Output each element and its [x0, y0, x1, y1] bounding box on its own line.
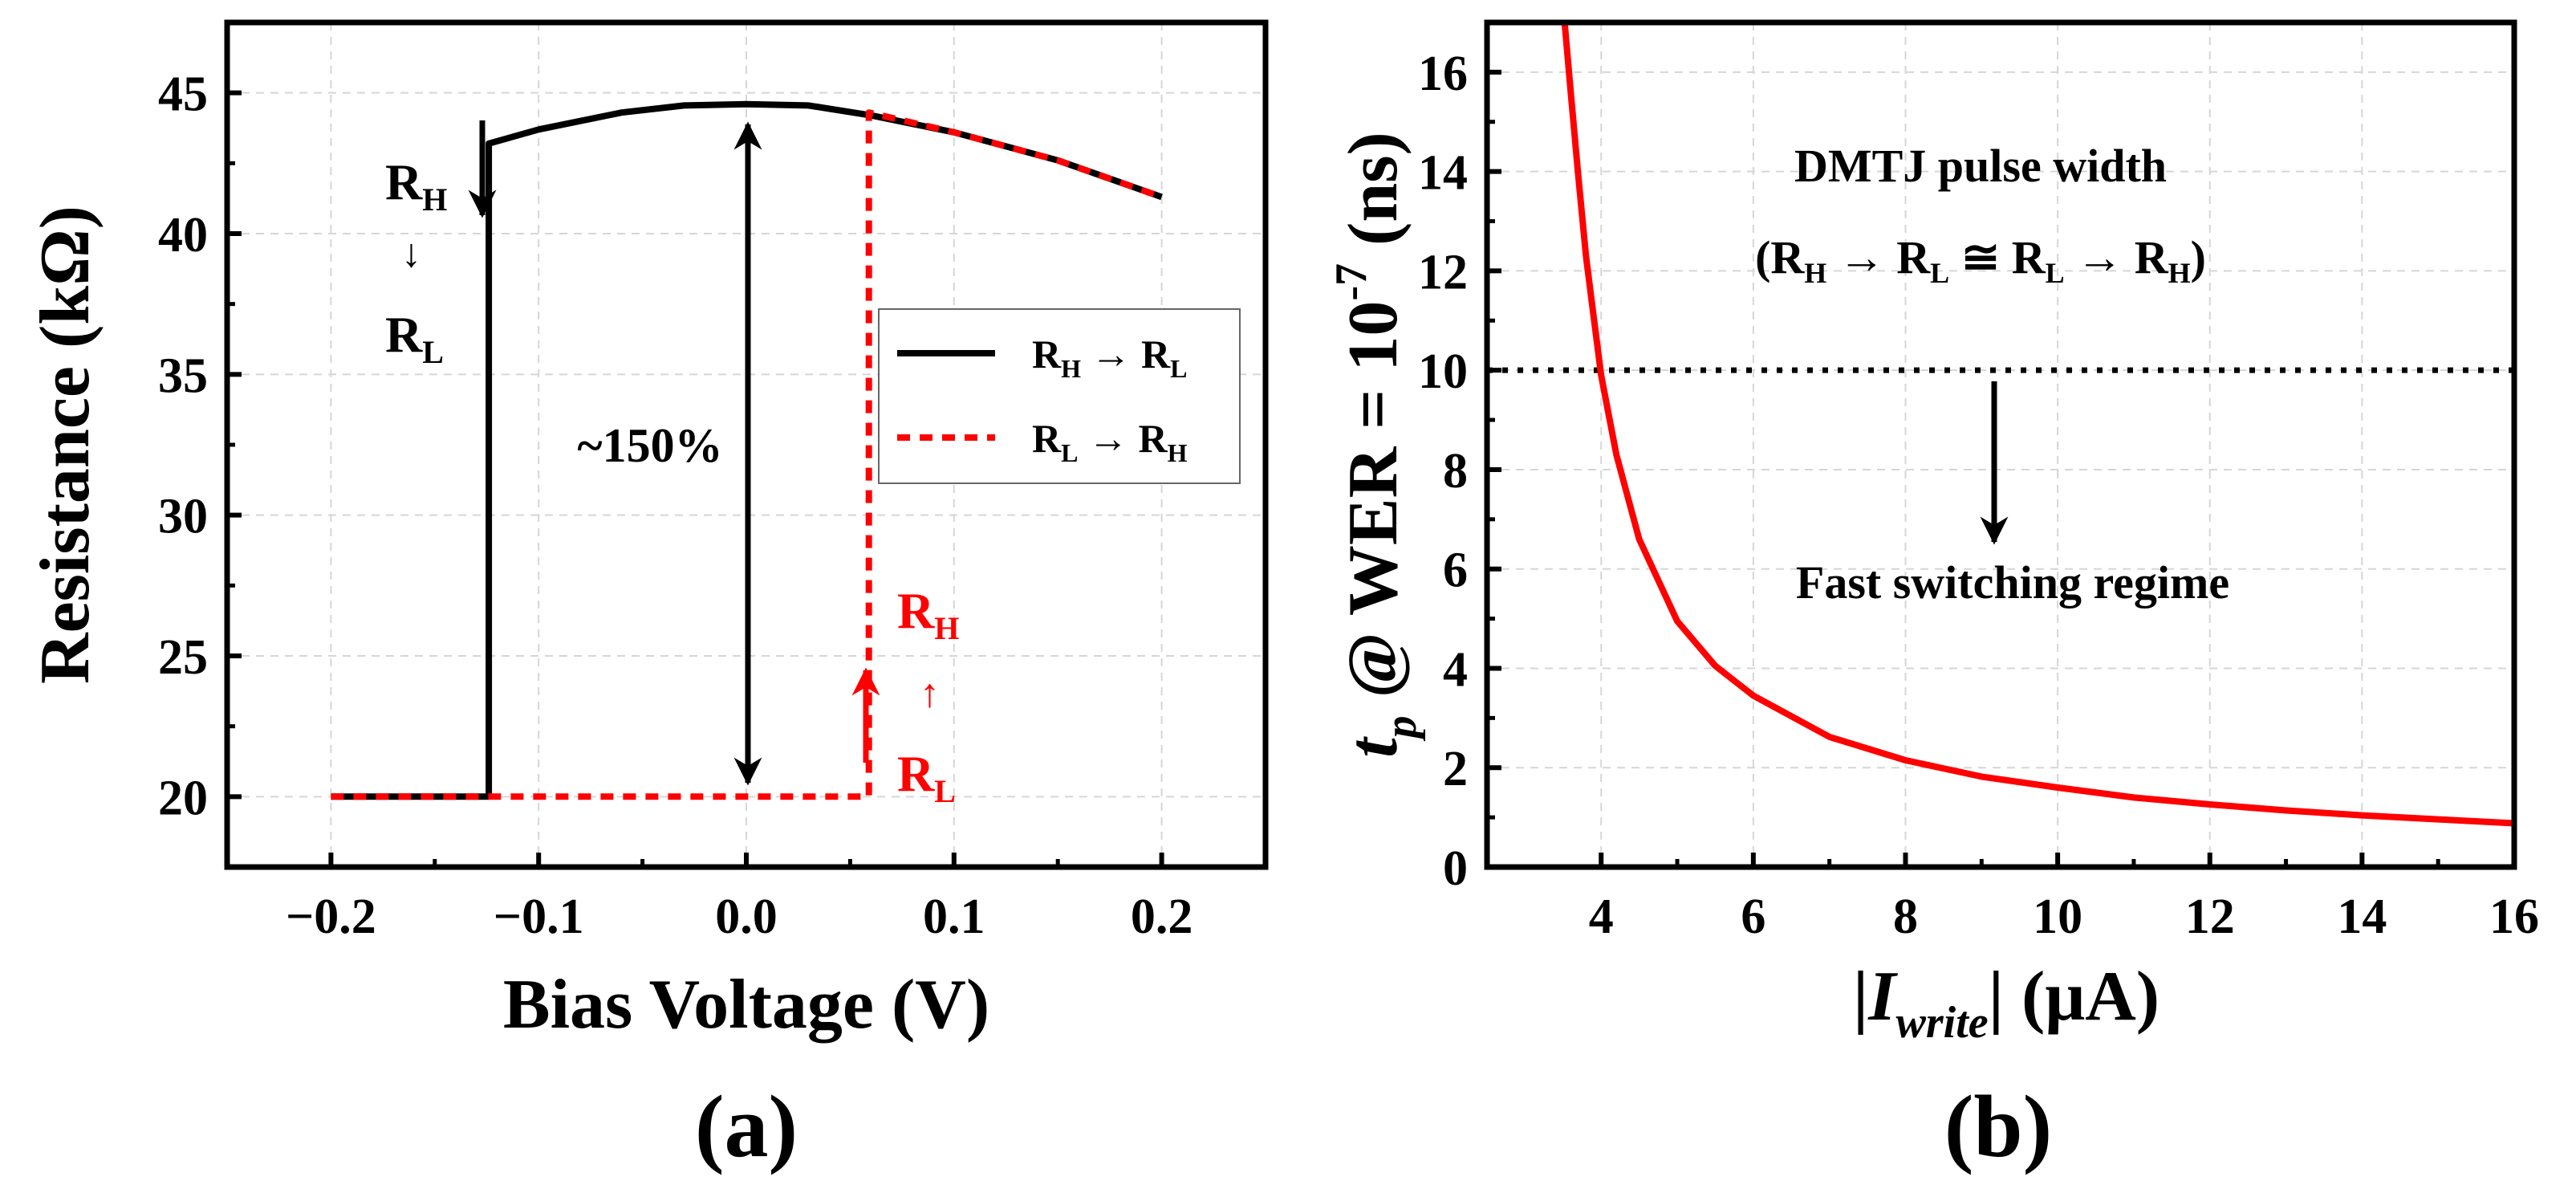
legend-entry-rh-to-rl: RH → RL — [1032, 332, 1187, 383]
panel-b-y-tick-label: 16 — [1418, 47, 1468, 101]
panel-a-y-tick-label: 30 — [158, 490, 208, 544]
right-transition-label: RH ↑ RL — [897, 582, 959, 809]
panel-b-label: (b) — [1944, 1077, 2052, 1175]
panel-a-x-tick-label: 0.2 — [1131, 890, 1193, 944]
chart-panel-b: 4 6 8 10 12 14 16 0 2 4 6 8 10 12 14 16 DMTJ pulse widt… — [1327, 19, 2539, 1175]
panel-a-y-tick-label: 25 — [158, 630, 208, 685]
panel-a-y-tick-label: 35 — [158, 348, 208, 403]
panel-a-label: (a) — [695, 1077, 798, 1175]
panel-a-y-tick-label: 45 — [158, 67, 208, 122]
chart-panel-a: −0.2 −0.1 0.0 0.1 0.2 20 25 30 35 40 45 Bias Volta… — [26, 19, 1269, 1175]
panel-a-x-tick-label: 0.0 — [715, 890, 778, 944]
panel-b-x-tick-label: 8 — [1893, 890, 1918, 944]
panel-b-series — [1561, 22, 2515, 827]
panel-a-x-axis-title: Bias Voltage (V) — [503, 966, 989, 1044]
right-transition-arrow: ↑ — [920, 670, 940, 715]
svg-text:RH: RH — [385, 153, 447, 218]
panel-b-y-tick-label: 0 — [1443, 841, 1468, 896]
pulse-width-title: DMTJ pulse width — [1794, 140, 2167, 192]
svg-text:RH: RH — [897, 582, 959, 646]
panel-b-x-tick-label: 14 — [2337, 890, 2387, 944]
panel-b-x-tick-label: 16 — [2489, 890, 2539, 944]
panel-a-y-axis-title: Resistance (kΩ) — [26, 206, 104, 684]
panel-a-legend: RH → RL RL → RH — [878, 308, 1241, 484]
panel-b-y-tick-label: 2 — [1443, 742, 1468, 796]
panel-b-x-tick-label: 4 — [1589, 890, 1614, 944]
panel-b-x-tick-label: 6 — [1741, 890, 1765, 944]
left-transition-arrow: ↓ — [401, 230, 421, 275]
panel-a-x-tick-label: −0.1 — [494, 890, 584, 944]
legend-entry-rl-to-rh: RL → RH — [1032, 416, 1188, 467]
panel-b-x-tick-label: 12 — [2185, 890, 2235, 944]
panel-b-x-axis-title: |Iwrite| (μA) — [1853, 958, 2160, 1048]
panel-b-series-line-0 — [1561, 22, 2515, 827]
panel-b-y-tick-label: 12 — [1418, 245, 1468, 299]
left-transition-label: RH ↓ RL — [385, 153, 447, 370]
panel-b-y-tick-label: 6 — [1443, 544, 1468, 598]
panel-a-series — [331, 100, 1163, 800]
panel-a-y-tick-label: 40 — [158, 208, 208, 263]
panel-b-plot-frame — [1484, 19, 2517, 870]
panel-a-x-tick-label: −0.2 — [286, 890, 376, 944]
tmr-annotation: ~150% — [577, 419, 722, 472]
panel-b-y-tick-label: 4 — [1443, 642, 1468, 697]
panel-b-y-tick-label: 10 — [1418, 344, 1468, 399]
svg-text:RL: RL — [897, 745, 956, 809]
panel-b-y-axis-title: tp @ WER = 10-7 (ns) — [1327, 132, 1426, 758]
panel-a-series-line-1 — [331, 109, 1163, 800]
panel-a-y-tick-label: 20 — [158, 771, 208, 825]
panel-b-x-tick-label: 10 — [2033, 890, 2082, 944]
svg-text:RL: RL — [385, 306, 444, 370]
panel-b-y-tick-label: 14 — [1418, 146, 1468, 201]
legend-box — [878, 308, 1241, 484]
panel-a-ticks: −0.2 −0.1 0.0 0.1 0.2 20 25 30 35 40 45 — [158, 67, 1193, 944]
panel-b-y-tick-label: 8 — [1443, 444, 1468, 499]
panel-a-x-tick-label: 0.1 — [923, 890, 985, 944]
pulse-width-subtitle: (RH → RL ≅ RL → RH) — [1755, 231, 2206, 289]
fast-switching-label: Fast switching regime — [1796, 556, 2229, 609]
panel-b-ticks: 4 6 8 10 12 14 16 0 2 4 6 8 10 12 14 16 — [1418, 47, 2539, 944]
